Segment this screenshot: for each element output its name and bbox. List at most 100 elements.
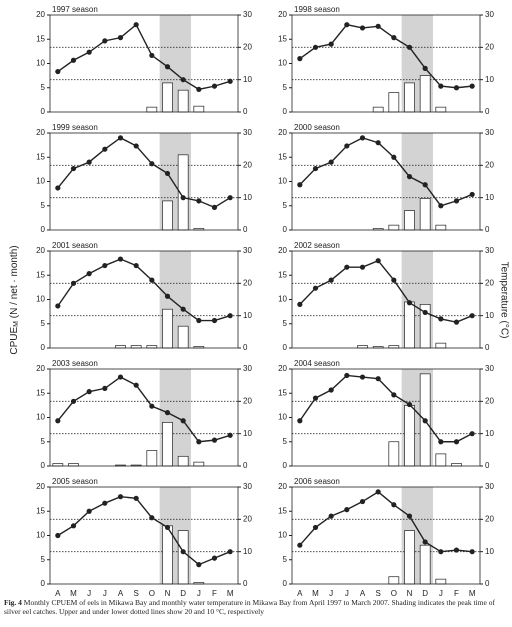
line — [57, 376, 231, 443]
point — [149, 161, 155, 167]
point — [375, 23, 381, 29]
figure: CPUEM (N / net · month) Temperature (°C)… — [9, 5, 510, 597]
y2-tick-label: 20 — [243, 42, 252, 51]
x-tick-label: D — [422, 589, 428, 597]
point — [102, 38, 108, 44]
y-tick-label: 15 — [278, 270, 287, 279]
x-tick-label: J — [329, 589, 333, 597]
y2-tick-label: 30 — [243, 128, 252, 137]
plot-frame — [291, 250, 481, 349]
bar — [162, 200, 173, 231]
y2-tick-label: 20 — [485, 160, 494, 169]
point — [453, 547, 460, 553]
y-tick-label: 0 — [283, 225, 288, 234]
point — [196, 317, 202, 324]
point — [70, 280, 77, 286]
point — [328, 41, 334, 47]
y-tick-label: 20 — [278, 482, 287, 491]
point — [453, 198, 460, 204]
point — [164, 524, 171, 531]
point — [117, 256, 124, 262]
y2-tick-label: 30 — [485, 482, 494, 491]
y-label-sub: M — [13, 321, 20, 327]
x-tick-label: O — [391, 589, 397, 597]
bar — [404, 405, 415, 467]
line — [299, 137, 473, 207]
y-tick-label: 10 — [36, 413, 45, 422]
point — [102, 146, 108, 152]
plot-frame — [291, 368, 481, 467]
bar — [388, 92, 400, 113]
point — [180, 306, 186, 312]
y2-tick-label: 0 — [243, 579, 248, 588]
bar — [435, 453, 447, 467]
y-tick-label: 10 — [278, 295, 287, 304]
y2-tick-label: 20 — [243, 396, 252, 405]
x-tick-label: S — [133, 589, 138, 597]
x-tick-label: N — [165, 589, 171, 597]
point — [406, 513, 413, 519]
y-tick-label: 0 — [283, 343, 288, 352]
point — [55, 418, 61, 424]
point — [227, 313, 233, 319]
point — [55, 68, 61, 75]
y-tick-label: 5 — [283, 83, 288, 92]
point — [312, 165, 319, 172]
panel-title: 2003 season — [52, 359, 98, 368]
point — [86, 271, 92, 277]
point — [328, 159, 334, 165]
y-label-rest: (N / net · month) — [9, 245, 20, 321]
point — [359, 498, 366, 505]
point — [117, 494, 124, 500]
panel-title: 2006 season — [294, 477, 340, 486]
point — [422, 418, 428, 424]
y2-tick-label: 0 — [485, 343, 490, 352]
y-tick-label: 0 — [283, 579, 288, 588]
point — [164, 170, 171, 177]
point — [391, 502, 397, 508]
y2-tick-label: 10 — [243, 311, 252, 320]
y2-tick-label: 30 — [243, 364, 252, 373]
y2-tick-label: 10 — [243, 193, 252, 202]
point — [375, 376, 381, 382]
plot-frame — [49, 250, 239, 349]
point — [297, 542, 303, 548]
y-tick-label: 10 — [278, 177, 287, 186]
y2-tick-label: 20 — [243, 160, 252, 169]
y-tick-label: 0 — [41, 225, 46, 234]
y-tick-label: 5 — [41, 555, 46, 564]
point — [406, 300, 413, 306]
x-tick-label: F — [212, 589, 217, 597]
y-tick-label: 5 — [283, 319, 288, 328]
y-tick-label: 20 — [278, 246, 287, 255]
point — [211, 437, 218, 443]
y2-tick-label: 20 — [485, 278, 494, 287]
point — [55, 303, 61, 309]
caption: Fig. 4 Monthly CPUEM of eels in Mikawa B… — [4, 598, 508, 616]
point — [86, 389, 92, 395]
point — [133, 382, 139, 388]
y-tick-label: 10 — [36, 177, 45, 186]
y2-tick-label: 0 — [485, 107, 490, 116]
panel-title: 2002 season — [294, 241, 340, 250]
y-axis-label: CPUEM (N / net · month) — [9, 245, 20, 354]
bar — [435, 342, 447, 349]
line — [299, 23, 473, 89]
y-tick-label: 5 — [283, 201, 288, 210]
point — [391, 154, 397, 160]
line — [299, 259, 473, 323]
y-tick-label: 10 — [36, 531, 45, 540]
y-tick-label: 20 — [278, 364, 287, 373]
y2-tick-label: 0 — [485, 225, 490, 234]
point — [312, 524, 319, 531]
point — [375, 258, 381, 264]
y2-tick-label: 10 — [243, 75, 252, 84]
x-tick-label: A — [360, 589, 366, 597]
y-label-main: CPUE — [9, 326, 20, 354]
point — [117, 135, 124, 141]
y-tick-label: 10 — [278, 413, 287, 422]
point — [391, 35, 397, 41]
plot-frame — [291, 132, 481, 231]
y-tick-label: 5 — [41, 437, 46, 446]
point — [312, 44, 319, 50]
